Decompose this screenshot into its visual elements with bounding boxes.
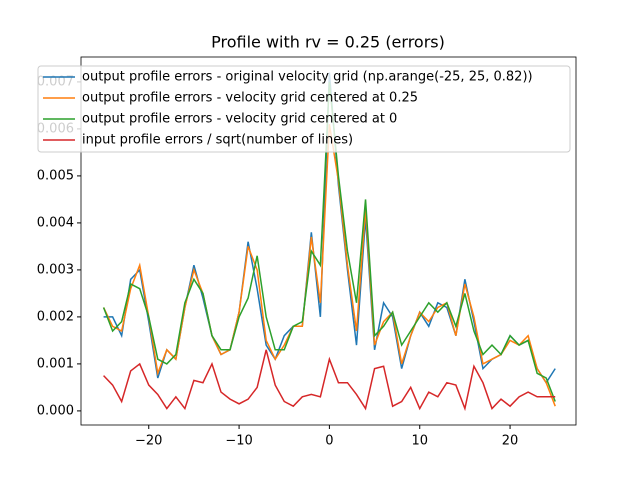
legend-label: output profile errors - velocity grid ce… xyxy=(82,112,397,127)
x-tick-label: 0 xyxy=(325,434,333,449)
y-tick-label: 0.005 xyxy=(37,168,74,183)
y-tick-label: 0.002 xyxy=(37,309,74,324)
y-tick-label: 0.000 xyxy=(37,403,74,418)
legend-label: input profile errors / sqrt(number of li… xyxy=(82,133,353,148)
chart-title: Profile with rv = 0.25 (errors) xyxy=(211,33,445,52)
y-tick-label: 0.004 xyxy=(37,215,74,230)
legend-box xyxy=(37,65,571,153)
x-tick-label: −10 xyxy=(225,434,252,449)
x-tick-label: 20 xyxy=(502,434,519,449)
plot-frame xyxy=(80,56,577,426)
series-line xyxy=(103,349,556,412)
y-tick-label: 0.003 xyxy=(37,262,74,277)
legend-label: output profile errors - original velocit… xyxy=(82,70,533,85)
x-tick-label: 10 xyxy=(411,434,428,449)
x-tick-label: −20 xyxy=(135,434,162,449)
legend-label: output profile errors - velocity grid ce… xyxy=(82,91,418,106)
y-tick-label: 0.001 xyxy=(37,356,74,371)
